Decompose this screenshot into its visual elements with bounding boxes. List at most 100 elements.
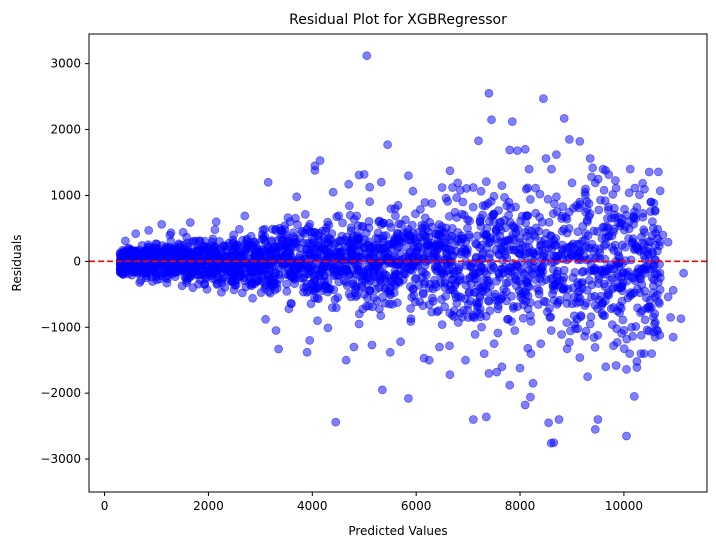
scatter-point: [436, 231, 446, 241]
scatter-point: [298, 273, 308, 283]
scatter-point: [131, 229, 141, 239]
scatter-point: [347, 255, 357, 265]
scatter-point: [462, 249, 472, 258]
scatter-point: [520, 400, 530, 410]
scatter-point: [458, 197, 468, 207]
scatter-point: [222, 248, 231, 258]
scatter-point: [248, 293, 258, 303]
scatter-point: [552, 207, 562, 217]
scatter-point: [515, 363, 525, 373]
scatter-point: [187, 238, 197, 247]
scatter-point: [428, 296, 438, 306]
scatter-point: [363, 269, 373, 279]
scatter-point: [300, 209, 310, 219]
scatter-point: [406, 304, 416, 313]
scatter-point: [510, 245, 520, 255]
scatter-point: [341, 277, 351, 287]
scatter-point: [161, 242, 171, 252]
scatter-point: [461, 280, 471, 290]
x-tick-label: 8000: [505, 499, 536, 513]
scatter-point: [448, 274, 458, 284]
x-tick-label: 2000: [193, 499, 224, 513]
scatter-point: [451, 293, 461, 303]
scatter-point: [575, 197, 585, 207]
scatter-point: [531, 183, 540, 193]
scatter-point: [441, 291, 451, 301]
scatter-point: [293, 262, 303, 271]
scatter-point: [457, 209, 467, 219]
scatter-point: [603, 290, 612, 300]
scatter-point: [583, 372, 592, 382]
scatter-point: [305, 248, 315, 258]
scatter-point: [163, 271, 173, 280]
scatter-points: [121, 51, 688, 448]
scatter-point: [403, 393, 413, 403]
scatter-point: [572, 314, 582, 324]
scatter-point: [310, 228, 320, 237]
scatter-point: [626, 255, 636, 265]
scatter-point: [360, 289, 369, 299]
scatter-point: [470, 329, 480, 339]
scatter-point: [513, 146, 522, 156]
scatter-point: [653, 224, 663, 234]
scatter-point: [610, 210, 619, 220]
scatter-point: [507, 291, 516, 301]
scatter-point: [603, 205, 613, 215]
scatter-point: [386, 204, 396, 214]
scatter-point: [144, 225, 154, 235]
scatter-point: [531, 208, 540, 218]
scatter-point: [319, 244, 329, 254]
scatter-point: [616, 218, 626, 228]
scatter-point: [497, 362, 507, 372]
scatter-point: [485, 249, 495, 259]
scatter-point: [323, 323, 333, 333]
scatter-point: [580, 187, 590, 197]
scatter-point: [269, 279, 279, 289]
scatter-point: [314, 294, 323, 304]
scatter-point: [448, 285, 458, 295]
scatter-point: [187, 262, 197, 272]
scatter-point: [257, 276, 267, 286]
scatter-point: [202, 242, 212, 252]
scatter-point: [437, 183, 447, 192]
scatter-point: [580, 301, 590, 310]
scatter-point: [627, 322, 637, 332]
scatter-point: [557, 330, 566, 339]
scatter-point: [210, 242, 220, 252]
scatter-point: [468, 310, 478, 320]
scatter-point: [644, 167, 654, 177]
scatter-point: [396, 337, 406, 347]
scatter-point: [476, 221, 486, 231]
scatter-point: [523, 343, 533, 353]
x-axis-ticks: 0 2000 4000 6000 8000 10000: [101, 492, 643, 513]
scatter-point: [500, 250, 510, 260]
scatter-point: [524, 282, 534, 292]
scatter-point: [393, 200, 403, 210]
scatter-point: [528, 269, 537, 279]
scatter-point: [663, 237, 673, 247]
scatter-point: [321, 226, 331, 236]
scatter-point: [510, 326, 520, 335]
scatter-point: [313, 316, 322, 326]
scatter-point: [607, 320, 617, 330]
scatter-point: [562, 318, 572, 328]
scatter-point: [638, 238, 647, 248]
scatter-point: [676, 314, 686, 324]
scatter-point: [362, 51, 372, 61]
scatter-point: [585, 154, 595, 163]
dense-point-cloud: [115, 164, 665, 359]
scatter-point: [315, 156, 325, 165]
scatter-point: [518, 295, 528, 305]
scatter-point: [619, 267, 628, 277]
scatter-point: [509, 303, 518, 313]
scatter-point: [622, 431, 631, 441]
scatter-point: [298, 227, 308, 237]
scatter-point: [593, 330, 603, 340]
scatter-point: [416, 242, 426, 252]
scatter-point: [654, 167, 663, 177]
scatter-point: [210, 225, 220, 235]
scatter-point: [241, 282, 251, 292]
scatter-point: [636, 330, 646, 340]
scatter-point: [157, 219, 167, 229]
scatter-point: [377, 385, 387, 395]
